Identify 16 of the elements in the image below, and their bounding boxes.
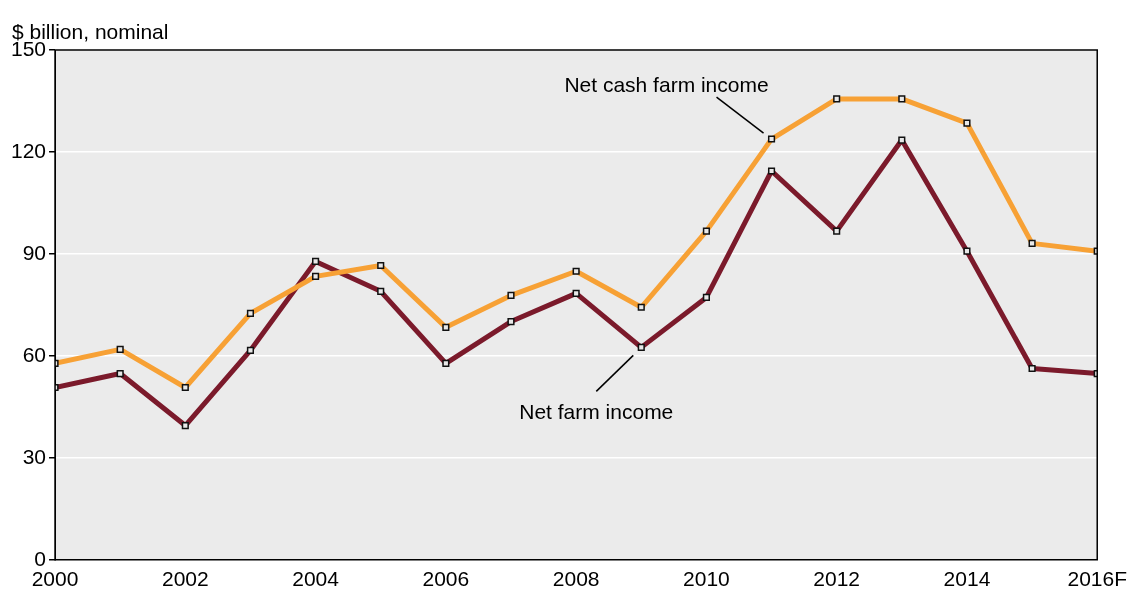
y-tick-label: 60: [22, 342, 47, 366]
y-tick-label: 90: [22, 240, 47, 264]
x-tick-label: 2012: [813, 567, 861, 591]
x-tick-label: 2014: [943, 567, 991, 591]
x-tick-label: 2000: [31, 567, 79, 591]
annotation: Net cash farm income: [564, 72, 769, 96]
y-tick-label: 120: [10, 138, 47, 162]
y-tick-label: 0: [34, 546, 47, 570]
x-tick-label: 2002: [161, 567, 209, 591]
y-tick-label: 30: [22, 444, 47, 468]
annotation: Net farm income: [519, 400, 674, 424]
x-tick-label: 2006: [422, 567, 470, 591]
x-tick-label: 2010: [683, 567, 730, 591]
x-tick-label: 2016F: [1067, 567, 1127, 591]
x-tick-label: 2004: [292, 567, 340, 591]
x-tick-label: 2008: [552, 567, 600, 591]
